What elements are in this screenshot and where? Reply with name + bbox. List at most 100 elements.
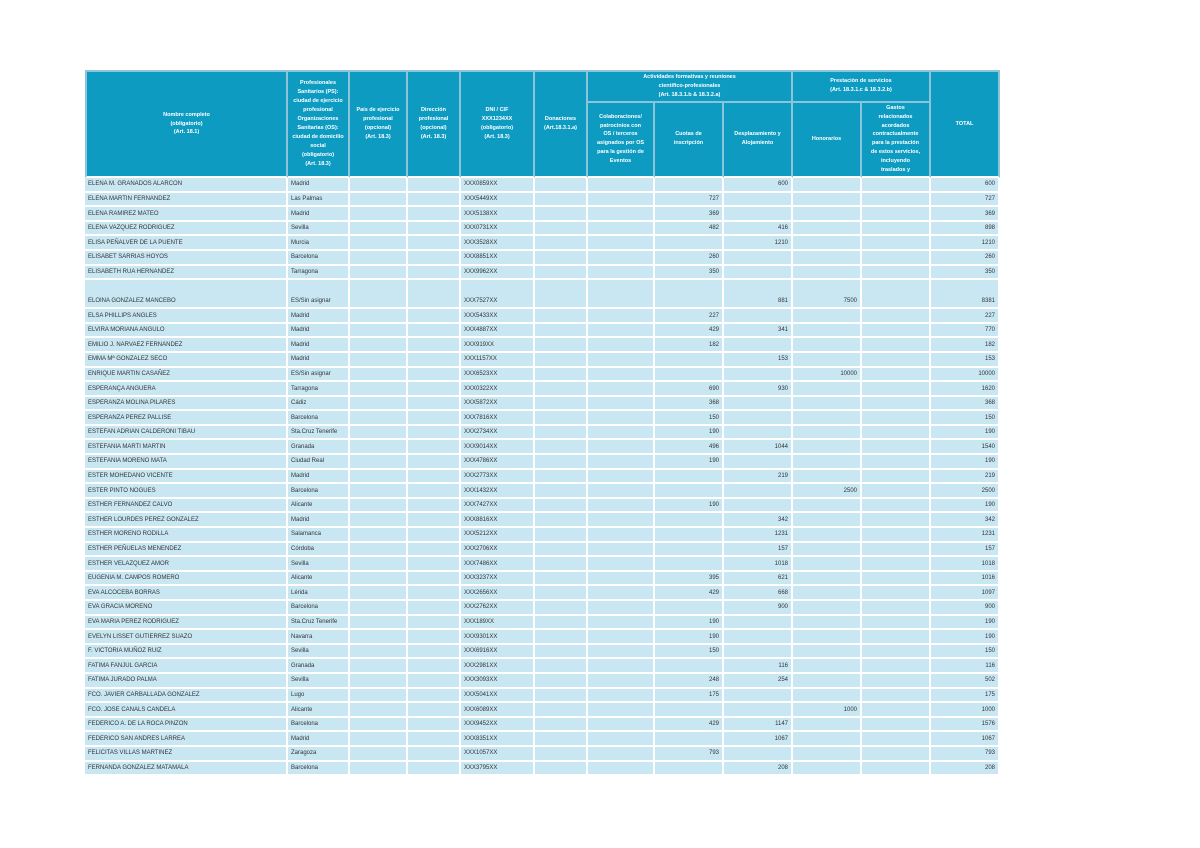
cell-city: Madrid	[288, 469, 350, 485]
cell-name: EVA MARIA PEREZ RODRIGUEZ	[85, 615, 288, 631]
cell-colaboraciones	[588, 207, 655, 222]
cell-pais	[350, 659, 408, 674]
cell-gastos	[862, 498, 931, 514]
cell-donaciones	[535, 367, 588, 383]
cell-pais	[350, 586, 408, 601]
cell-donaciones	[535, 732, 588, 747]
cell-total: 150	[931, 411, 1000, 426]
cell-donaciones	[535, 571, 588, 587]
cell-total: 2500	[931, 484, 1000, 499]
cell-desplazamiento: 621	[724, 571, 793, 587]
cell-dni: XXX3093XX	[461, 673, 535, 689]
cell-gastos	[862, 615, 931, 631]
cell-direccion	[408, 425, 461, 441]
cell-pais	[350, 396, 408, 412]
cell-name: F. VICTORIA MUÑOZ RUIZ	[85, 644, 288, 660]
cell-name: ESTEFAN ADRIAN CALDERONI TIBAU	[85, 425, 288, 441]
cell-desplazamiento: 930	[724, 382, 793, 397]
cell-dni: XXX9962XX	[461, 265, 535, 281]
cell-gastos	[862, 309, 931, 324]
table-row: EVA MARIA PEREZ RODRIGUEZ Sta.Cruz Teneri…	[85, 615, 1000, 631]
table-row: ESTER MOHEDANO VICENTE Madrid XXX2773XX 219…	[85, 469, 1000, 485]
cell-gastos	[862, 469, 931, 485]
cell-total: 190	[931, 498, 1000, 514]
cell-pais	[350, 192, 408, 208]
cell-total: 1016	[931, 571, 1000, 587]
cell-name: ESTHER FERNANDEZ CALVO	[85, 498, 288, 514]
table-row: F. VICTORIA MUÑOZ RUIZ Sevilla XXX6916XX 15…	[85, 644, 1000, 660]
cell-name: EUGENIA M. CAMPOS ROMERO	[85, 571, 288, 587]
cell-colaboraciones	[588, 484, 655, 499]
cell-city: Barcelona	[288, 717, 350, 733]
cell-dni: XXX5138XX	[461, 207, 535, 222]
cell-city: Salamanca	[288, 528, 350, 543]
cell-pais	[350, 644, 408, 660]
cell-direccion	[408, 440, 461, 456]
cell-gastos	[862, 688, 931, 704]
cell-total: 1000	[931, 703, 1000, 718]
cell-total: 600	[931, 177, 1000, 193]
cell-colaboraciones	[588, 586, 655, 601]
cell-name: ESTER PINTO NOGUES	[85, 484, 288, 499]
cell-honorarios	[793, 542, 862, 558]
cell-city: Madrid	[288, 207, 350, 222]
cell-pais	[350, 382, 408, 397]
cell-gastos	[862, 528, 931, 543]
cell-gastos	[862, 484, 931, 499]
cell-gastos	[862, 673, 931, 689]
cell-total: 182	[931, 338, 1000, 353]
cell-city: Murcia	[288, 236, 350, 251]
cell-city: Lugo	[288, 688, 350, 704]
cell-honorarios	[793, 236, 862, 251]
table-row: ELISABETH RUA HERNANDEZ Tarragona XXX9962X…	[85, 265, 1000, 281]
cell-name: ESTEFANIA MORENO MATA	[85, 455, 288, 470]
table-row: ESTER PINTO NOGUES Barcelona XXX1432XX 2500…	[85, 484, 1000, 499]
cell-desplazamiento	[724, 411, 793, 426]
table-header: Nombre completo (obligatorio) (Art. 18.1…	[85, 70, 1000, 178]
cell-colaboraciones	[588, 615, 655, 631]
cell-direccion	[408, 338, 461, 353]
cell-total: 1097	[931, 586, 1000, 601]
cell-honorarios	[793, 265, 862, 281]
cell-donaciones	[535, 484, 588, 499]
cell-donaciones	[535, 528, 588, 543]
cell-colaboraciones	[588, 440, 655, 456]
cell-gastos	[862, 542, 931, 558]
cell-city: Madrid	[288, 338, 350, 353]
cell-pais	[350, 732, 408, 747]
cell-direccion	[408, 717, 461, 733]
table-row: EUGENIA M. CAMPOS ROMERO Alicante XXX3237X…	[85, 571, 1000, 587]
cell-honorarios	[793, 440, 862, 456]
cell-name: FCO. JAVIER CARBALLADA GONZALEZ	[85, 688, 288, 704]
cell-desplazamiento: 1210	[724, 236, 793, 251]
table-row: ENRIQUE MARTIN CASAÑEZ ES/Sin asignar XXX6…	[85, 367, 1000, 383]
cell-gastos	[862, 250, 931, 266]
cell-name: FELICITAS VILLAS MARTINEZ	[85, 746, 288, 762]
cell-gastos	[862, 746, 931, 762]
cell-donaciones	[535, 542, 588, 558]
cell-donaciones	[535, 177, 588, 193]
cell-total: 227	[931, 309, 1000, 324]
cell-pais	[350, 221, 408, 237]
table-row: EVA ALCOCEBA BORRAS Lérida XXX2656XX 429 668…	[85, 586, 1000, 601]
cell-name: ESPERANÇA ANGUERA	[85, 382, 288, 397]
cell-dni: XXX1157XX	[461, 352, 535, 368]
cell-direccion	[408, 644, 461, 660]
cell-cuotas: 190	[655, 615, 724, 631]
cell-dni: XXX5041XX	[461, 688, 535, 704]
cell-city: Lérida	[288, 586, 350, 601]
table-row: ELENA VAZQUEZ RODRIGUEZ Sevilla XXX0731XX 4…	[85, 221, 1000, 237]
cell-dni: XXX5212XX	[461, 528, 535, 543]
cell-honorarios	[793, 309, 862, 324]
table-row: ESPERANÇA ANGUERA Tarragona XXX0322XX 690 93…	[85, 382, 1000, 397]
cell-colaboraciones	[588, 469, 655, 485]
cell-honorarios	[793, 644, 862, 660]
table-row: ESPERANZA PEREZ PALLISE Barcelona XXX7816X…	[85, 411, 1000, 426]
cell-direccion	[408, 207, 461, 222]
cell-desplazamiento: 116	[724, 659, 793, 674]
cell-desplazamiento: 341	[724, 323, 793, 339]
cell-dni: XXX189XX	[461, 615, 535, 631]
cell-cuotas	[655, 557, 724, 572]
cell-donaciones	[535, 338, 588, 353]
cell-city: Alicante	[288, 703, 350, 718]
